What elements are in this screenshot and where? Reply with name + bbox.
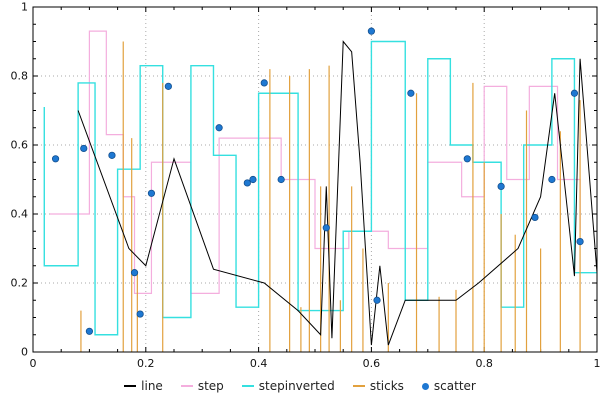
series-scatter [51, 27, 584, 335]
legend-marker-line [352, 385, 365, 387]
y-tick-label: 0.6 [11, 139, 29, 152]
y-tick-label: 0.8 [11, 70, 29, 83]
legend-label: step [197, 379, 224, 393]
legend-item-scatter: scatter [421, 379, 476, 393]
legend-item-stepinverted: stepinverted [241, 379, 335, 393]
legend: line step stepinverted sticks scatter [0, 379, 600, 393]
x-tick-label: 1 [594, 357, 600, 370]
y-tick-label: 0.4 [11, 208, 29, 221]
legend-marker-line [180, 385, 193, 387]
legend-label: scatter [433, 379, 476, 393]
legend-label: stepinverted [258, 379, 335, 393]
series-sticks [80, 41, 581, 352]
legend-marker-line [241, 385, 254, 387]
series-step [49, 30, 581, 294]
y-tick-label: 1 [21, 1, 28, 14]
legend-item-line: line [124, 379, 163, 393]
legend-item-step: step [180, 379, 224, 393]
x-tick-label: 0.4 [250, 357, 268, 370]
x-tick-label: 0.8 [475, 357, 493, 370]
legend-marker-line [124, 385, 137, 387]
plot-frame [32, 6, 598, 353]
x-tick-label: 0.6 [363, 357, 381, 370]
y-tick-label: 0.2 [11, 277, 29, 290]
legend-label: line [141, 379, 163, 393]
x-tick-label: 0 [30, 357, 37, 370]
legend-label: sticks [369, 379, 404, 393]
x-tick-label: 0.2 [137, 357, 155, 370]
legend-marker-dot [421, 382, 429, 390]
x-axis-labels: 0 0.2 0.4 0.6 0.8 1 [30, 357, 600, 370]
series-line [77, 40, 598, 346]
y-tick-label: 0 [21, 346, 28, 359]
legend-item-sticks: sticks [352, 379, 404, 393]
y-axis-labels: 0 0.2 0.4 0.6 0.8 1 [11, 1, 29, 359]
